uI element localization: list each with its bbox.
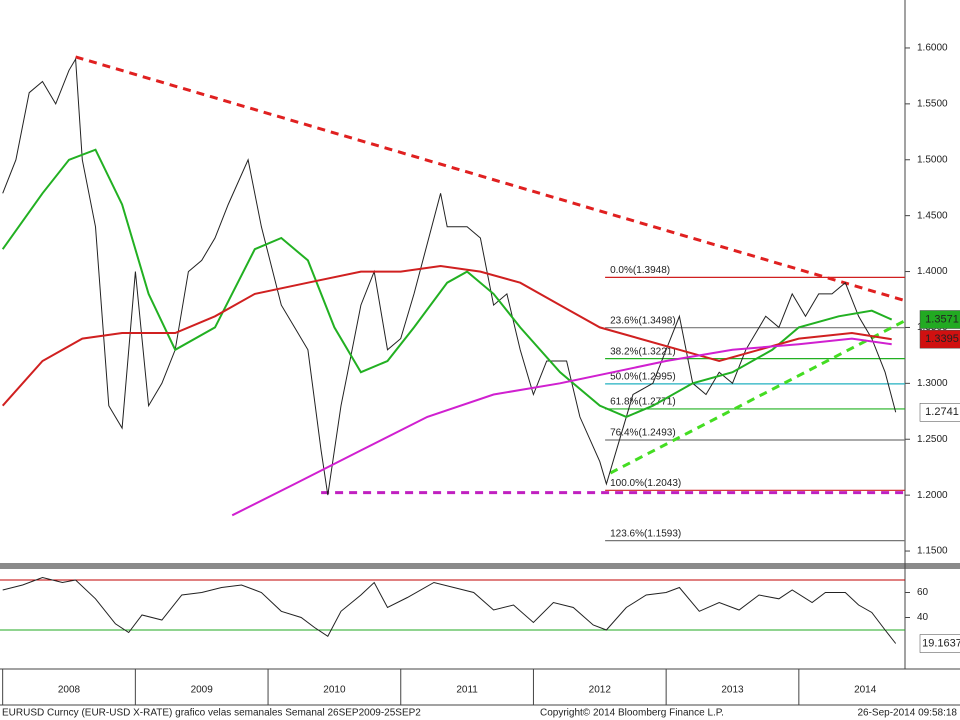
last-value-label: 1.3395 <box>925 333 959 345</box>
y-tick-label: 1.5500 <box>917 98 948 109</box>
last-value-label: 19.1637 <box>922 637 960 649</box>
y-tick-label: 1.4500 <box>917 210 948 221</box>
x-tick-label: 2014 <box>854 685 877 696</box>
last-value-badge <box>919 310 960 329</box>
price-line <box>2 57 897 496</box>
moving-average <box>231 337 892 517</box>
x-tick-label: 2008 <box>58 685 81 696</box>
y-tick-label: 1.2000 <box>917 490 948 501</box>
fib-label: 38.2%(1.3221) <box>610 346 676 357</box>
fib-label: 50.0%(1.2995) <box>610 372 676 383</box>
y-tick-label: 1.5000 <box>917 154 948 165</box>
footer-right: 26-Sep-2014 09:58:18 <box>857 708 957 719</box>
fib-label: 123.6%(1.1593) <box>610 528 681 539</box>
x-tick-label: 2011 <box>456 685 478 696</box>
fib-label: 76.4%(1.2493) <box>610 428 676 439</box>
footer-left: EURUSD Curncy (EUR-USD X-RATE) grafico v… <box>2 708 421 719</box>
last-value-label: 1.3571 <box>925 313 959 325</box>
x-tick-label: 2009 <box>191 685 214 696</box>
y-tick-label: 1.3000 <box>917 378 948 389</box>
moving-average <box>1 148 893 418</box>
y-tick-label: 40 <box>917 612 929 623</box>
price-line <box>2 576 897 644</box>
footer-center: Copyright© 2014 Bloomberg Finance L.P. <box>540 708 724 719</box>
y-tick-label: 1.6000 <box>917 43 948 54</box>
fib-label: 100.0%(1.2043) <box>610 478 681 489</box>
last-value-badge <box>919 634 960 653</box>
moving-average <box>1 264 892 407</box>
last-value-badge <box>919 403 960 422</box>
trendline <box>75 55 906 303</box>
x-tick-label: 2012 <box>589 685 612 696</box>
last-value-label: 1.2741 <box>925 406 959 418</box>
fib-label: 23.6%(1.3498) <box>610 315 676 326</box>
y-tick-label: 1.2500 <box>917 434 948 445</box>
y-tick-label: 1.1500 <box>917 546 948 557</box>
fib-label: 61.8%(1.2771) <box>610 397 676 408</box>
last-value-badge <box>919 329 960 349</box>
y-tick-label: 60 <box>917 587 929 598</box>
x-tick-label: 2013 <box>721 685 744 696</box>
y-tick-label: 1.4000 <box>917 266 948 277</box>
x-tick-label: 2010 <box>323 685 346 696</box>
pane-separator <box>0 563 960 569</box>
fib-label: 0.0%(1.3948) <box>610 265 670 276</box>
